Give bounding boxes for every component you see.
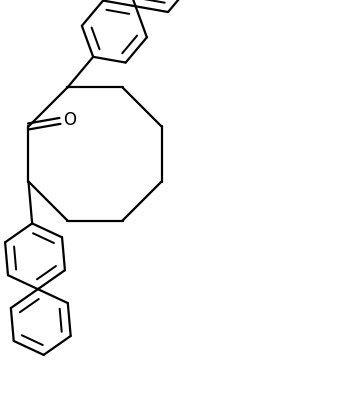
Text: O: O — [63, 111, 76, 129]
